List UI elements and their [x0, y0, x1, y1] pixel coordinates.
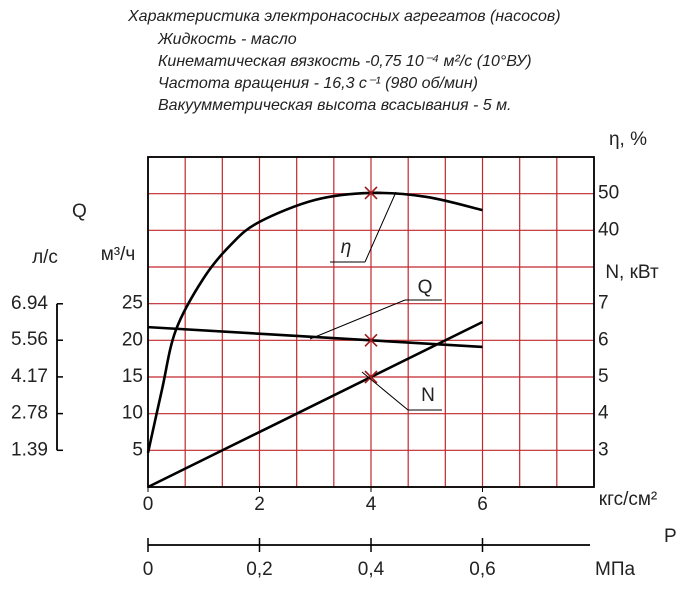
x-axis-label: кгс/см²: [599, 489, 658, 510]
y-axis-label: N, кВт: [605, 262, 659, 283]
x-tick-label: 2: [254, 494, 265, 515]
point-marker: [364, 186, 378, 200]
y-tick-label: 25: [122, 293, 143, 314]
leader-line: [309, 299, 442, 340]
x-tick-label: 4: [366, 494, 377, 515]
point-marker: [364, 333, 378, 347]
y-axis-label: м³/ч: [101, 244, 136, 265]
series-line: [146, 191, 483, 454]
y-tick-label: 20: [122, 329, 143, 350]
y-tick-label: 50: [598, 183, 619, 204]
y-tick-label: 6.94: [11, 293, 48, 314]
subtitle: Вакуумметрическая высота всасывания - 5 …: [158, 97, 511, 114]
y-tick-label: 1.39: [11, 439, 48, 460]
y-tick-label: 6: [598, 329, 609, 350]
y-tick-label: 5.56: [11, 329, 48, 350]
series-label: N: [421, 385, 435, 406]
y-tick-label: 5: [598, 366, 609, 387]
x2-tick-label: 0: [143, 559, 154, 580]
q-label: Q: [72, 201, 87, 222]
y-tick-label: 15: [122, 366, 143, 387]
leader-line: [330, 191, 397, 263]
subtitle: Жидкость - масло: [157, 31, 297, 48]
series-line: [147, 325, 483, 349]
y-tick-label: 4.17: [11, 366, 48, 387]
x-tick-label: 6: [477, 494, 488, 515]
y-axis-label: η, %: [609, 129, 647, 150]
series-label: η: [341, 237, 352, 258]
y-tick-label: 40: [598, 219, 619, 240]
series-label: Q: [418, 277, 433, 298]
y-tick-label: 4: [598, 403, 609, 424]
x-tick-label: 0: [143, 494, 154, 515]
subtitle: Кинематическая вязкость -0,75 10⁻⁴ м²/с …: [158, 53, 532, 70]
y-axis-label: л/с: [32, 247, 58, 268]
y-tick-label: 10: [122, 403, 143, 424]
y-tick-label: 5: [132, 439, 143, 460]
y-tick-label: 3: [598, 439, 609, 460]
subtitle: Частота вращения - 16,3 с⁻¹ (980 об/мин): [158, 75, 478, 92]
x2-tick-label: 0,4: [358, 559, 385, 580]
x2-tick-label: 0,6: [469, 559, 495, 580]
y-tick-label: 7: [598, 293, 609, 314]
x2-axis-label: МПа: [595, 559, 635, 580]
leader-line: [361, 371, 442, 411]
x2-tick-label: 0,2: [246, 559, 272, 580]
series-line: [147, 320, 484, 489]
p-label: P: [664, 526, 677, 547]
y-tick-label: 2.78: [11, 403, 48, 424]
point-marker: [364, 370, 378, 384]
chart-title: Характеристика электронасосных агрегатов…: [127, 8, 561, 25]
